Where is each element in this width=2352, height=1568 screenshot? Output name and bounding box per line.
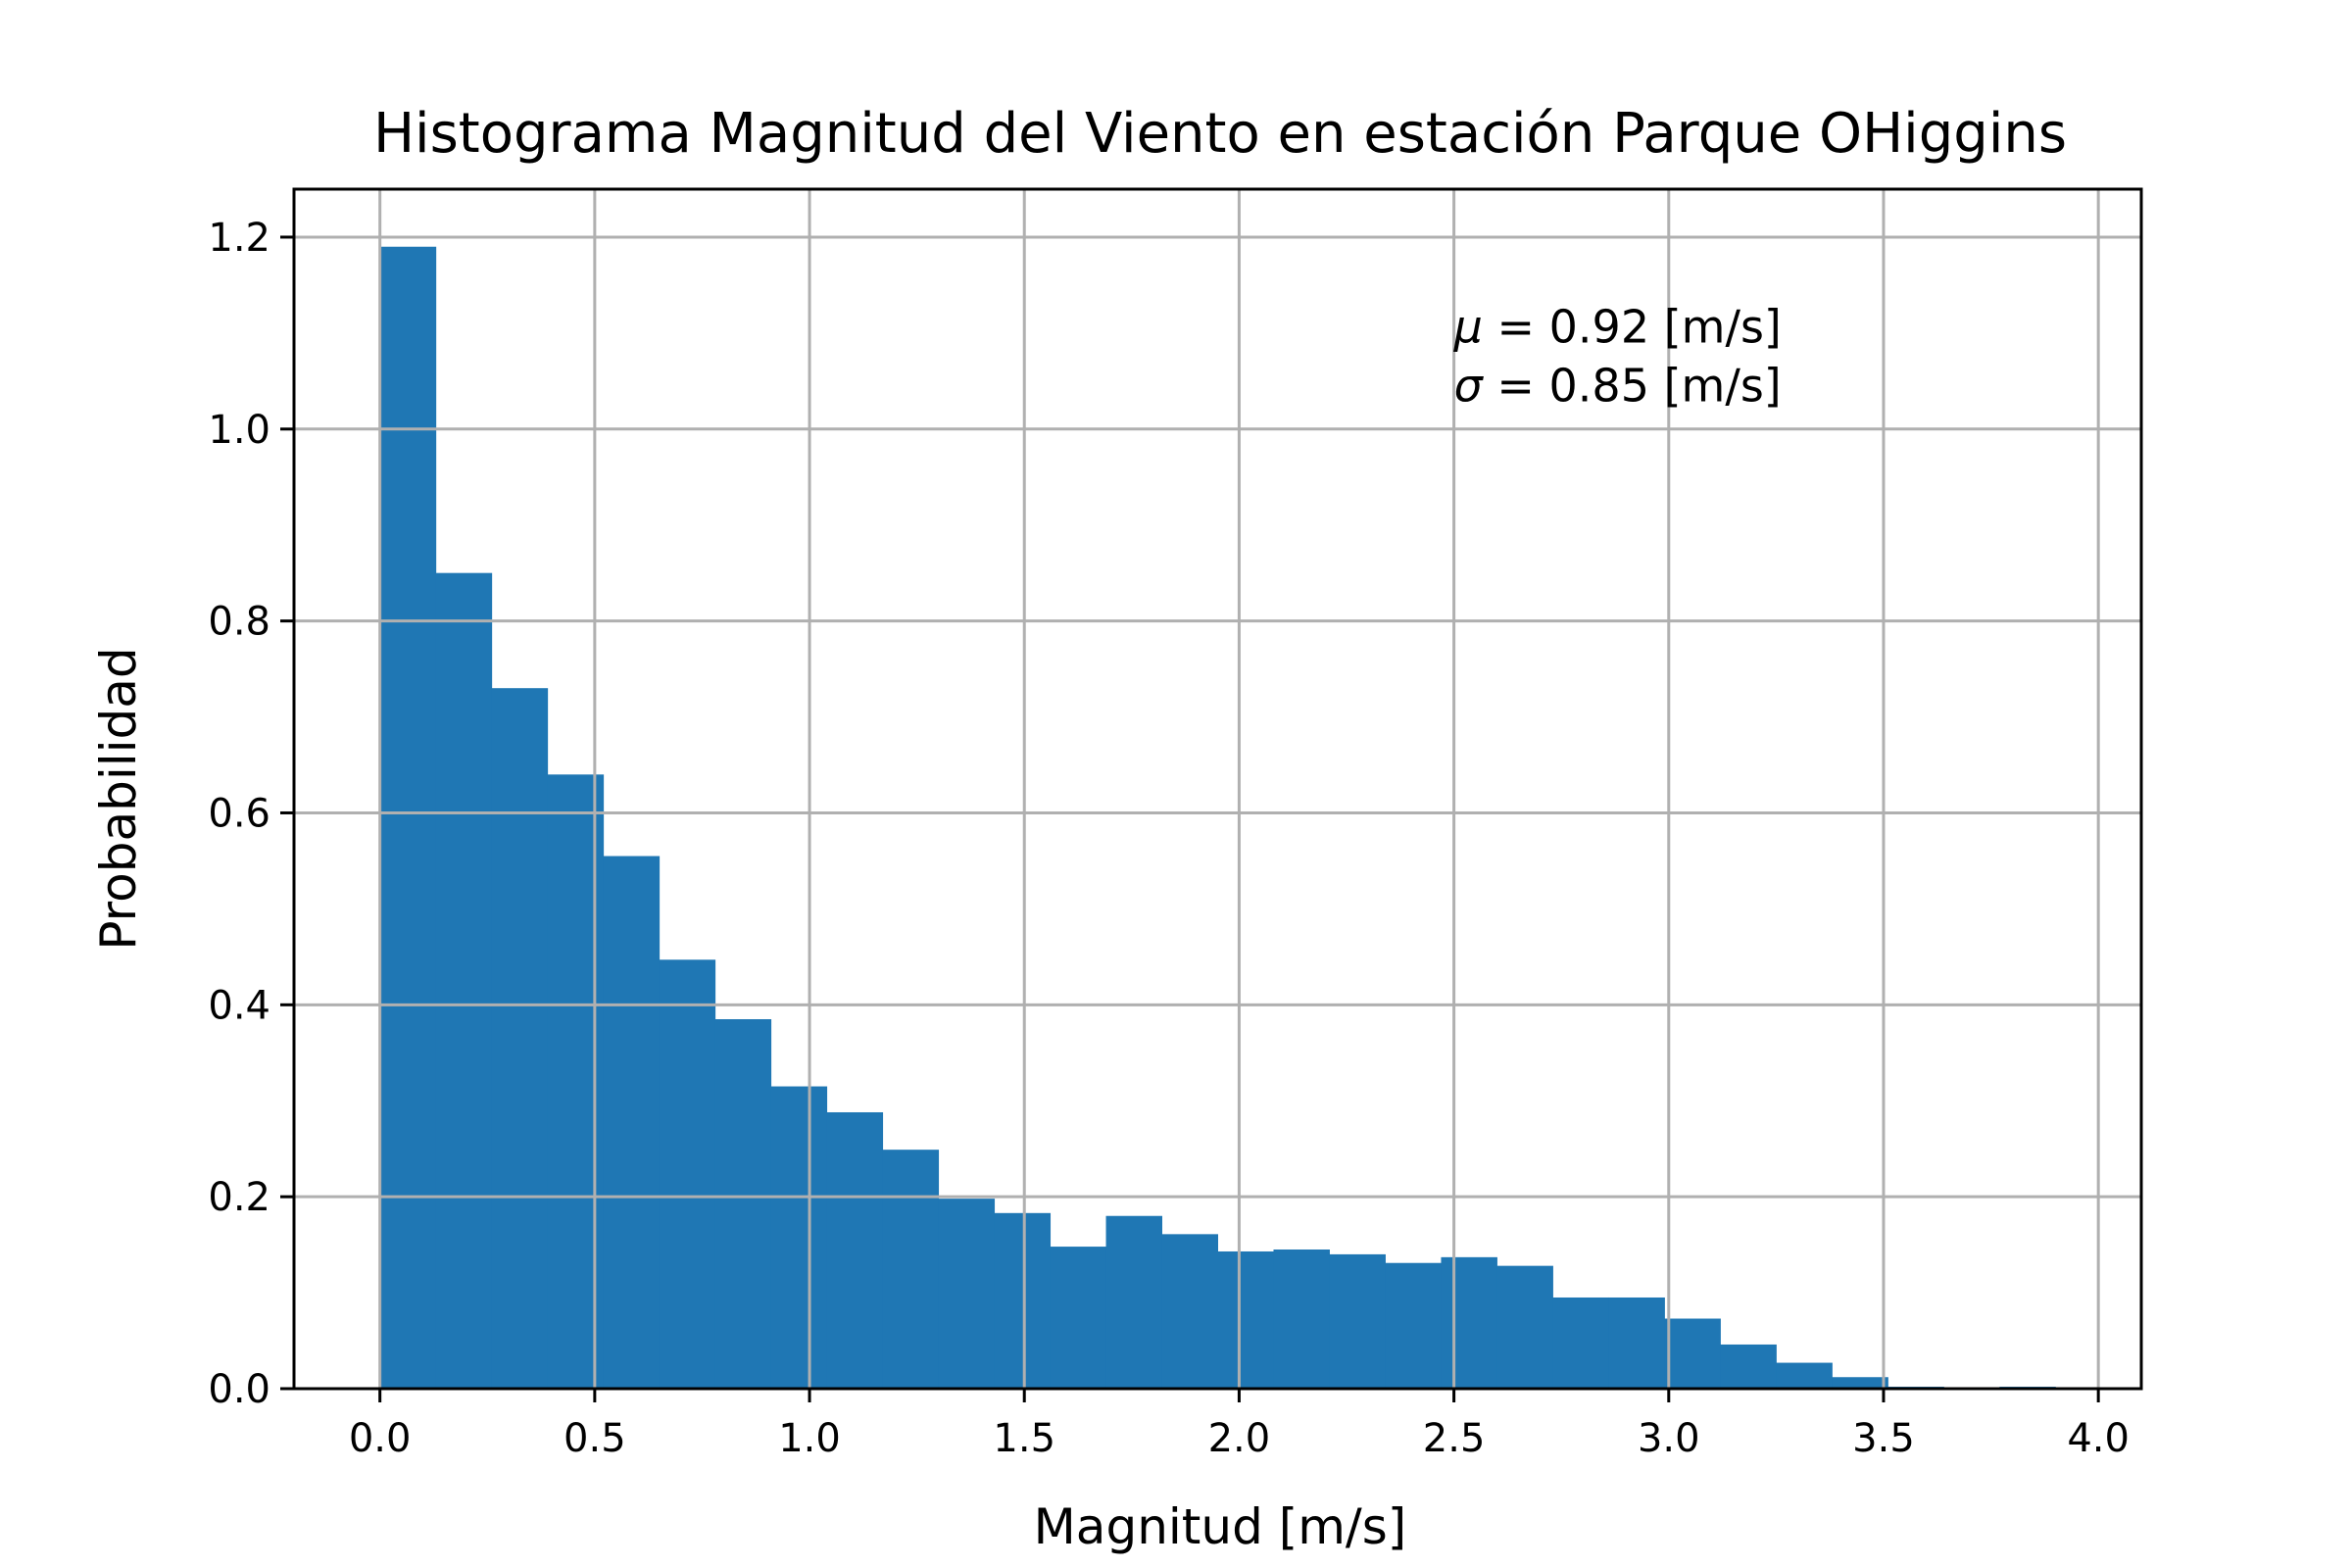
x-tick-label-4: 2.0	[1208, 1416, 1271, 1461]
y-tick-label-6: 1.2	[208, 216, 270, 261]
histogram-bar-4	[603, 856, 661, 1389]
plot-frame	[292, 187, 2143, 1391]
x-tick-label-0: 0.0	[349, 1416, 412, 1461]
histogram-bar-22	[1608, 1297, 1665, 1389]
histogram-bar-10	[938, 1199, 996, 1389]
x-axis-label: Magnitud [m/s]	[1034, 1498, 1407, 1555]
histogram-bar-12	[1050, 1247, 1107, 1389]
histogram-bar-14	[1161, 1234, 1218, 1389]
x-tick-label-2: 1.0	[778, 1416, 841, 1461]
histogram-bar-1	[435, 572, 493, 1389]
mean-value: = 0.92 [m/s]	[1483, 301, 1782, 354]
y-axis-label: Probabilidad	[90, 647, 147, 950]
histogram-bar-19	[1441, 1256, 1497, 1389]
std-value: = 0.85 [m/s]	[1483, 360, 1782, 413]
histogram-bar-9	[882, 1150, 940, 1389]
x-tick-label-7: 3.5	[1852, 1416, 1915, 1461]
histogram-bar-24	[1720, 1344, 1777, 1389]
histogram-bar-2	[491, 688, 549, 1389]
histogram-bar-5	[659, 959, 716, 1389]
histogram-bar-20	[1496, 1265, 1553, 1389]
x-tick-label-3: 1.5	[993, 1416, 1055, 1461]
histogram-bar-17	[1329, 1253, 1386, 1389]
histogram-bar-6	[714, 1019, 772, 1389]
histogram-bar-0	[379, 246, 437, 1390]
y-tick-label-0: 0.0	[208, 1367, 270, 1412]
x-tick-label-5: 2.5	[1423, 1416, 1486, 1461]
mean-annotation: μ = 0.92 [m/s]	[1453, 301, 1782, 354]
histogram-bar-8	[826, 1111, 884, 1389]
y-tick-label-5: 1.0	[208, 408, 270, 453]
histogram-bar-11	[994, 1212, 1052, 1389]
histogram-bar-15	[1217, 1250, 1274, 1389]
y-tick-label-2: 0.4	[208, 983, 270, 1028]
std-symbol: σ	[1454, 360, 1485, 413]
histogram-bar-21	[1552, 1297, 1609, 1389]
mean-symbol: μ	[1453, 301, 1483, 354]
histogram-bar-18	[1385, 1262, 1442, 1389]
chart-title: Histograma Magnitud del Viento en estaci…	[373, 102, 2067, 166]
histogram-bar-7	[770, 1086, 828, 1389]
histogram-bars	[379, 246, 2056, 1390]
y-axis-ticks: 0.0 0.2 0.4 0.6 0.8 1.0 1.2	[208, 216, 294, 1412]
histogram-bar-16	[1273, 1250, 1330, 1389]
x-axis-ticks: 0.0 0.5 1.0 1.5 2.0 2.5 3.0 3.5 4.0	[349, 1389, 2130, 1461]
y-tick-label-1: 0.2	[208, 1175, 270, 1220]
stats-annotation: μ = 0.92 [m/s] σ = 0.85 [m/s]	[1453, 301, 1782, 413]
histogram-bar-23	[1664, 1318, 1721, 1389]
x-tick-label-1: 0.5	[564, 1416, 626, 1461]
histogram-bar-25	[1776, 1362, 1833, 1389]
histogram-bar-13	[1105, 1215, 1163, 1389]
x-tick-label-8: 4.0	[2067, 1416, 2130, 1461]
y-tick-label-4: 0.8	[208, 600, 270, 645]
std-annotation: σ = 0.85 [m/s]	[1454, 360, 1782, 413]
histogram-bar-26	[1832, 1377, 1888, 1389]
x-tick-label-6: 3.0	[1638, 1416, 1700, 1461]
y-tick-label-3: 0.6	[208, 791, 270, 836]
